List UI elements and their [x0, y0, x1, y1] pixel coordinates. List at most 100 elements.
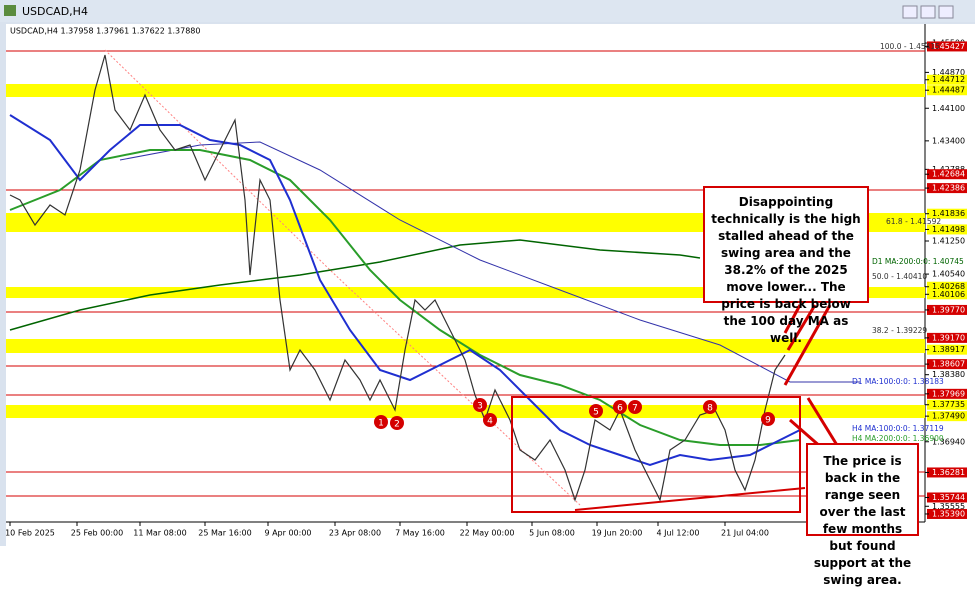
window-buttons[interactable] [902, 5, 954, 19]
price-label: 1.39770 [932, 305, 965, 314]
icon [4, 5, 16, 16]
marker-label: 2 [394, 420, 400, 430]
price-label: 1.44870 [932, 68, 965, 77]
price-label: 1.35555 [932, 502, 965, 511]
label-bg [927, 183, 967, 194]
zone [6, 84, 925, 97]
label-bg [927, 344, 967, 355]
chart-label: D1 MA:200:0:0: 1.40745 [872, 257, 964, 266]
fib-line [104, 49, 581, 506]
window-title: USDCAD,H4 [22, 5, 88, 18]
chart-label: 61.8 - 1.41592 [886, 217, 941, 226]
label-bg [927, 41, 967, 52]
time-label: 11 Mar 08:00 [133, 529, 186, 538]
ma-line [9, 114, 801, 467]
price-label: 1.39170 [932, 333, 965, 342]
marker-label: 5 [593, 408, 599, 418]
price-label: 1.42386 [932, 184, 965, 193]
zone [6, 213, 925, 232]
time-label: 5 Jun 08:00 [529, 529, 575, 538]
marker [374, 415, 388, 429]
time-label: 21 Jul 04:00 [721, 529, 769, 538]
label-bg [927, 289, 967, 300]
label-bg [927, 224, 967, 235]
ma-line [119, 141, 860, 383]
price-label: 1.44712 [932, 75, 965, 84]
price-label: 1.43400 [932, 136, 965, 145]
info-line: USDCAD,H4 1.37958 1.37961 1.37622 1.3788… [10, 27, 200, 36]
label-bg [927, 359, 967, 370]
price-label: 1.37969 [932, 389, 965, 398]
marker-label: 9 [765, 416, 771, 426]
marker [589, 404, 603, 418]
price-label: 1.41836 [932, 209, 965, 218]
time-label: 4 Jul 12:00 [657, 529, 700, 538]
ma-line [9, 149, 801, 446]
price-label: 1.40540 [932, 270, 965, 279]
chart-label: H4 MA:200:0:0: 1.36900 [852, 434, 944, 443]
chart-label: 100.0 - 1.45415 [880, 42, 940, 51]
marker-label: 3 [477, 402, 483, 412]
price-label: 1.36281 [932, 468, 965, 477]
marker [761, 412, 775, 426]
label-bg [927, 281, 967, 292]
marker-label: 7 [632, 404, 638, 414]
price-label: 1.41250 [932, 237, 965, 246]
label-bg [927, 411, 967, 422]
price-label: 1.38917 [932, 345, 965, 354]
time-label: 10 Feb 2025 [5, 529, 55, 538]
time-axis [6, 522, 925, 546]
ma-line [9, 239, 701, 331]
price-label: 1.36940 [932, 437, 965, 446]
chart-label: H4 MA:100:0:0: 1.37119 [852, 424, 944, 433]
trend-line [574, 487, 806, 511]
marker [628, 400, 642, 414]
price-label: 1.38607 [932, 360, 965, 369]
time-label: 25 Feb 00:00 [71, 529, 123, 538]
zone [6, 405, 925, 418]
label-bg [927, 467, 967, 478]
price-label: 1.42684 [932, 170, 965, 179]
label-bg [927, 208, 967, 219]
label-bg [927, 399, 967, 410]
chart-label: D1 MA:100:0:0: 1.38183 [852, 377, 944, 386]
marker [473, 398, 487, 412]
price-label: 1.35390 [932, 509, 965, 518]
annotation: Disappointing technically is the high st… [703, 186, 869, 345]
marker [703, 400, 717, 414]
marker-label: 8 [707, 404, 713, 414]
marker [483, 413, 497, 427]
price-label: 1.40106 [932, 290, 965, 299]
label-bg [927, 332, 967, 343]
range-box [511, 396, 801, 513]
label-bg [927, 492, 967, 503]
label-bg [927, 74, 967, 85]
title-bar [0, 0, 975, 22]
time-label: 23 Apr 08:00 [329, 529, 381, 538]
marker [390, 416, 404, 430]
chart-text: USDCAD,H4 1.37958 1.37961 1.37622 1.3788… [5, 27, 967, 538]
label-bg [927, 508, 967, 519]
label-bg [927, 304, 967, 315]
time-label: 9 Apr 00:00 [264, 529, 311, 538]
zone [6, 287, 925, 298]
time-label: 7 May 16:00 [395, 529, 445, 538]
label-bg [927, 169, 967, 180]
price-label: 1.44100 [932, 104, 965, 113]
marker [613, 400, 627, 414]
marker-label: 1 [378, 419, 384, 429]
chart-label: 38.2 - 1.39229 [872, 326, 927, 335]
price-label: 1.35744 [932, 493, 965, 502]
time-label: 19 Jun 20:00 [592, 529, 643, 538]
price-label: 1.41498 [932, 225, 965, 234]
price-line [9, 54, 786, 502]
marker-label: 4 [487, 417, 493, 427]
annotation: The price is back in the range seen over… [806, 443, 919, 587]
time-label: 25 Mar 16:00 [198, 529, 251, 538]
price-label: 1.40268 [932, 282, 965, 291]
marker-label: 6 [617, 404, 623, 414]
chart-label: 50.0 - 1.40410 [872, 272, 927, 281]
price-label: 1.38380 [932, 370, 965, 379]
label-bg [927, 388, 967, 399]
price-label: 1.37490 [932, 412, 965, 421]
